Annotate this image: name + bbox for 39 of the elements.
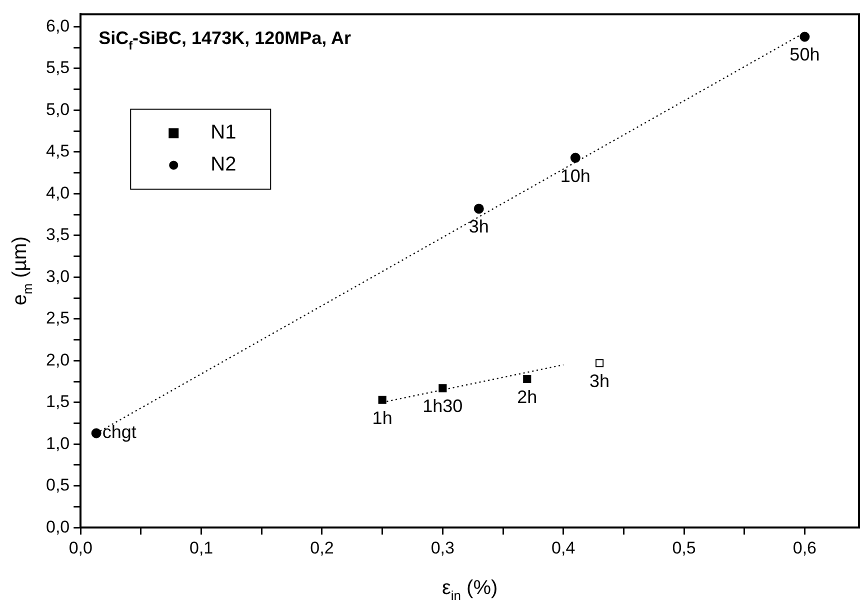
x-tick-label: 0,4 (552, 538, 576, 558)
point (91, 428, 102, 438)
y-tick-label: 5,0 (46, 100, 70, 119)
annotation: 10h (560, 166, 590, 186)
annotation: 2h (517, 386, 538, 407)
annotation: 3h (590, 371, 610, 392)
y-axis-title: em (µm) (9, 236, 35, 306)
y-tick-label: 1,5 (46, 392, 70, 412)
y-tick-label: 3,5 (46, 225, 70, 244)
legend-label: N1 (210, 122, 236, 144)
y-tick-label: 2,5 (46, 308, 70, 328)
annotation: 1h (372, 408, 392, 428)
annotation: 3h (468, 216, 489, 237)
y-tick-label: 0,0 (46, 517, 70, 536)
x-tick-label: 0,1 (189, 538, 214, 558)
x-tick-label: 0,2 (310, 538, 334, 558)
y-tick-label: 3,0 (46, 266, 70, 286)
point (523, 374, 532, 384)
y-tick-label: 1,0 (46, 434, 70, 453)
y-tick-label: 2,0 (46, 350, 70, 370)
point (800, 32, 810, 42)
point (378, 396, 386, 404)
y-tick-label: 5,5 (46, 58, 70, 78)
y-tick-label: 6,0 (46, 16, 70, 36)
y-tick-label: 0,5 (46, 476, 70, 495)
y-tick-label: 4,0 (46, 183, 70, 202)
x-tick-label: 0,0 (68, 538, 92, 558)
point (438, 384, 447, 392)
x-tick-label: 0,3 (430, 538, 454, 558)
annotation: 1h30 (422, 396, 463, 416)
annotation: 50h (790, 44, 820, 65)
legend-label: N2 (210, 154, 236, 176)
point (474, 204, 484, 214)
point (570, 152, 580, 163)
x-tick-label: 0,6 (792, 538, 817, 558)
y-tick-label: 4,5 (46, 142, 70, 161)
point (596, 359, 604, 368)
annotation: chgt (102, 422, 136, 442)
x-tick-label: 0,5 (672, 538, 696, 558)
